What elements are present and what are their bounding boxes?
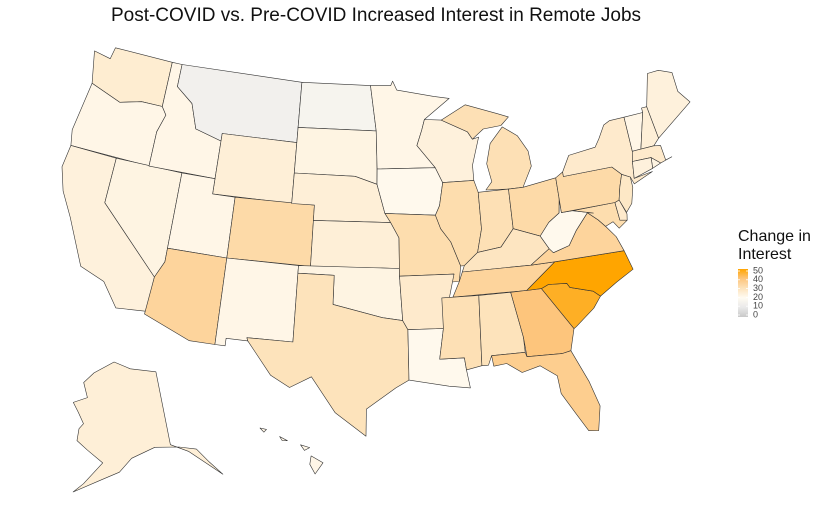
map bbox=[61, 47, 691, 493]
colorbar-tick-label: 0 bbox=[753, 309, 758, 319]
state bbox=[310, 220, 400, 269]
legend-title: Change in Interest bbox=[738, 228, 811, 263]
state bbox=[297, 82, 377, 132]
state bbox=[226, 196, 315, 267]
state bbox=[214, 257, 299, 347]
state bbox=[376, 167, 443, 216]
state bbox=[72, 361, 224, 493]
state bbox=[259, 427, 324, 475]
state bbox=[212, 133, 298, 204]
state bbox=[416, 119, 479, 183]
state bbox=[618, 174, 634, 213]
state bbox=[246, 272, 410, 437]
chart-title: Post-COVID vs. Pre-COVID Increased Inter… bbox=[111, 5, 641, 26]
colorbar-tick-label: 30 bbox=[753, 283, 763, 293]
colorbar bbox=[738, 269, 748, 317]
colorbar-tick-label: 50 bbox=[753, 265, 763, 275]
state bbox=[435, 180, 482, 267]
state bbox=[491, 350, 601, 431]
colorbar-tick-label: 40 bbox=[753, 274, 763, 284]
colorbar-tick-label: 20 bbox=[753, 292, 763, 302]
state bbox=[646, 70, 691, 139]
state bbox=[632, 157, 653, 179]
colorbar-tick-label: 10 bbox=[753, 301, 763, 311]
